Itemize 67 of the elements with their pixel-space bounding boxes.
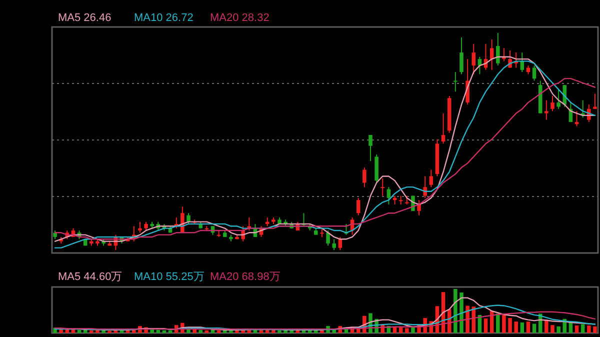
- candlestick: [374, 154, 378, 184]
- candlestick: [472, 43, 476, 75]
- text: MA20 28.32: [210, 12, 270, 24]
- candlestick: [429, 169, 434, 188]
- candlestick: [368, 134, 372, 162]
- candlestick: [332, 238, 336, 250]
- bar: [556, 326, 560, 333]
- bar: [229, 330, 233, 333]
- bar: [520, 322, 524, 333]
- bar: [484, 318, 488, 333]
- candlestick: [138, 221, 142, 234]
- candlestick: [490, 39, 494, 70]
- candlestick: [556, 88, 560, 110]
- text: MA10 26.72: [134, 12, 194, 24]
- bar: [508, 318, 512, 333]
- candlestick: [550, 95, 554, 112]
- bar: [550, 325, 554, 333]
- bar: [156, 330, 160, 333]
- bar: [514, 322, 518, 333]
- bar: [192, 329, 196, 333]
- bar: [320, 330, 324, 333]
- bar: [284, 330, 288, 333]
- bar: [460, 292, 464, 333]
- bar: [532, 324, 536, 333]
- bar: [574, 326, 579, 333]
- candlestick: [380, 178, 385, 196]
- candlestick: [593, 93, 597, 110]
- text: MA20 68.98万: [210, 271, 280, 283]
- bar: [502, 314, 506, 333]
- candlestick: [460, 36, 464, 75]
- bar: [544, 320, 548, 333]
- text: MA5 26.46: [58, 12, 112, 24]
- bar: [587, 326, 591, 333]
- candlestick: [362, 167, 366, 188]
- bar: [593, 326, 597, 333]
- bar: [272, 330, 276, 333]
- bar: [150, 329, 154, 333]
- bar: [332, 330, 336, 333]
- bar: [90, 330, 94, 333]
- candlestick: [326, 230, 330, 246]
- candlestick: [186, 212, 190, 224]
- bar: [235, 330, 239, 333]
- candlestick: [496, 32, 500, 66]
- bar: [496, 314, 500, 333]
- bar: [198, 330, 203, 333]
- bar: [253, 330, 258, 333]
- candlestick: [423, 176, 427, 198]
- candlestick: [356, 197, 360, 216]
- candlestick: [386, 186, 391, 205]
- bar: [59, 329, 63, 333]
- candlestick: [544, 100, 548, 120]
- bar: [466, 306, 470, 333]
- bar: [580, 324, 585, 333]
- bar: [278, 330, 282, 333]
- candlestick: [441, 112, 446, 144]
- candlestick: [532, 65, 536, 82]
- bar: [102, 330, 106, 333]
- bar: [77, 330, 82, 333]
- text: MA10 55.25万: [134, 271, 204, 283]
- text: MA5 44.60万: [58, 271, 122, 283]
- bar: [405, 328, 409, 333]
- bar: [454, 289, 458, 333]
- candlestick: [454, 72, 458, 92]
- bar: [411, 326, 415, 333]
- candlestick: [417, 200, 421, 216]
- bar: [526, 322, 530, 333]
- bar: [96, 330, 100, 333]
